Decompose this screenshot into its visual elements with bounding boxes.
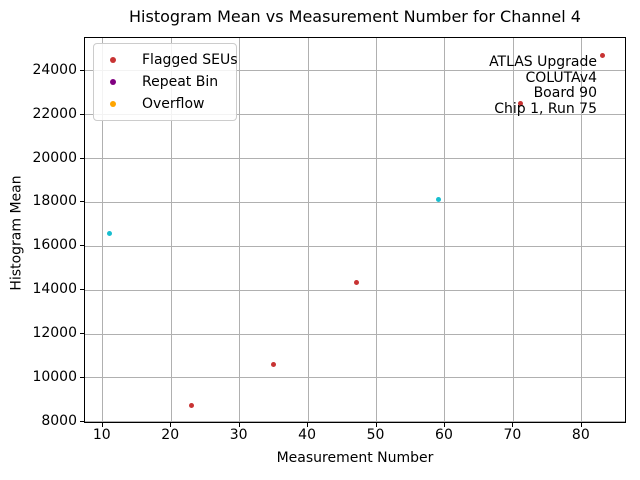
annotation-block: ATLAS Upgrade COLUTAv4 Board 90 Chip 1, …: [489, 54, 597, 117]
scatter-points-layer: [85, 38, 625, 422]
legend-marker-repeat-bin: [110, 79, 116, 85]
legend-marker-flagged-seus: [110, 57, 116, 63]
annotation-line: Chip 1, Run 75: [494, 100, 597, 117]
x-tick-label: 50: [366, 427, 385, 443]
gridline-x: [102, 38, 104, 422]
legend-marker-overflow: [110, 101, 116, 107]
chart-title: Histogram Mean vs Measurement Number for…: [129, 7, 581, 26]
y-tick-label: 10000: [32, 368, 77, 385]
x-tick-label: 80: [571, 427, 590, 443]
y-tick-label: 22000: [32, 105, 77, 122]
y-tick-label: 16000: [32, 237, 77, 254]
gridline-x: [444, 38, 446, 422]
legend: Flagged SEUs Repeat Bin Overflow: [93, 43, 238, 121]
y-tick-mark: [80, 245, 84, 247]
data-point: [517, 101, 523, 107]
gridline-x: [512, 38, 514, 422]
gridline-y: [85, 245, 625, 247]
x-tick-label: 70: [503, 427, 522, 443]
data-point: [189, 402, 195, 408]
plot-area: Flagged SEUs Repeat Bin Overflow ATLAS U…: [84, 37, 626, 423]
y-tick-label: 14000: [32, 281, 77, 298]
gridline-x: [581, 38, 583, 422]
x-tick-label: 60: [435, 427, 453, 443]
annotation-line: COLUTAv4: [525, 69, 597, 86]
x-tick-mark: [580, 423, 582, 427]
x-axis-label: Measurement Number: [276, 450, 434, 466]
y-tick-mark: [80, 289, 84, 291]
legend-item-flagged-seus: Flagged SEUs: [94, 49, 238, 71]
x-tick-label: 20: [161, 427, 180, 443]
data-point: [353, 280, 359, 286]
gridline-y: [85, 377, 625, 379]
y-tick-mark: [80, 157, 84, 159]
y-tick-label: 18000: [32, 193, 77, 210]
y-tick-mark: [80, 69, 84, 71]
x-tick-label: 10: [92, 427, 111, 443]
x-tick-mark: [512, 423, 514, 427]
x-tick-label: 40: [298, 427, 317, 443]
y-axis-label: Histogram Mean: [8, 175, 25, 291]
y-tick-mark: [80, 201, 84, 203]
gridline-x: [307, 38, 309, 422]
y-tick-mark: [80, 420, 84, 422]
gridline-x: [170, 38, 172, 422]
legend-item-repeat-bin: Repeat Bin: [94, 71, 236, 93]
gridline-y: [85, 70, 625, 72]
gridline-x: [239, 38, 241, 422]
gridline-y: [85, 289, 625, 291]
y-tick-mark: [80, 113, 84, 115]
x-tick-mark: [170, 423, 172, 427]
gridline-y: [85, 114, 625, 116]
y-tick-label: 24000: [32, 61, 77, 78]
x-tick-mark: [307, 423, 309, 427]
grid-layer: [85, 38, 625, 423]
data-point: [435, 196, 441, 202]
annotation-line: Board 90: [533, 85, 597, 101]
gridline-x: [376, 38, 378, 422]
y-tick-mark: [80, 376, 84, 378]
y-tick-label: 20000: [32, 149, 77, 166]
x-tick-label: 30: [229, 427, 248, 443]
legend-label: Flagged SEUs: [142, 52, 238, 68]
annotation-line: ATLAS Upgrade: [489, 54, 597, 70]
legend-label: Overflow: [142, 96, 205, 112]
x-tick-mark: [101, 423, 103, 427]
data-point: [271, 362, 277, 368]
gridline-y: [85, 158, 625, 160]
y-tick-label: 12000: [32, 325, 77, 342]
legend-item-overflow: Overflow: [94, 93, 236, 115]
x-tick-mark: [443, 423, 445, 427]
data-point: [107, 230, 113, 236]
y-tick-label: 8000: [41, 412, 77, 429]
gridline-y: [85, 201, 625, 203]
y-tick-mark: [80, 333, 84, 335]
gridline-y: [85, 421, 625, 423]
x-tick-mark: [375, 423, 377, 427]
data-point: [599, 53, 605, 59]
gridline-y: [85, 333, 625, 335]
legend-label: Repeat Bin: [142, 74, 219, 90]
x-tick-mark: [238, 423, 240, 427]
